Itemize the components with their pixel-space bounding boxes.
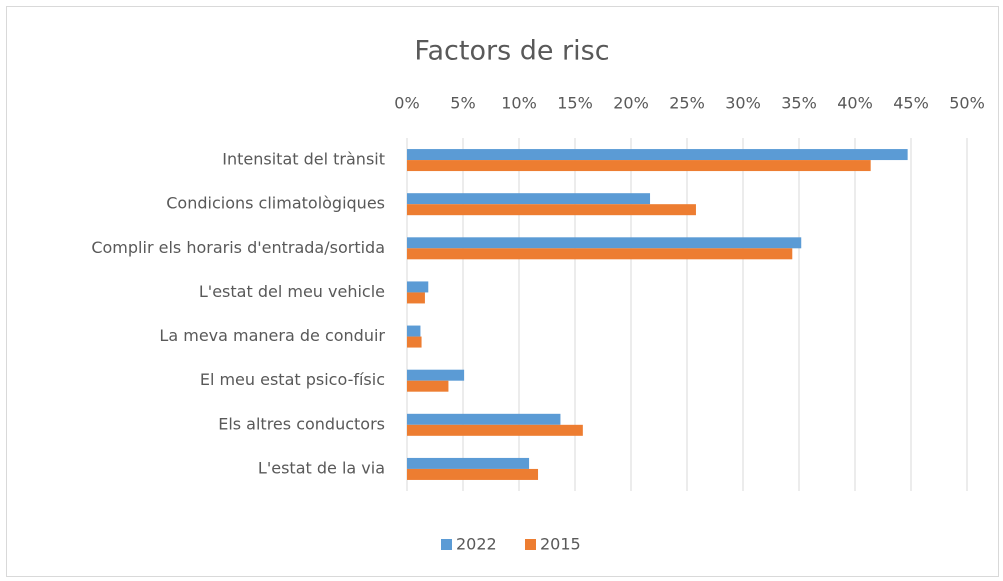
bar — [407, 424, 583, 436]
bar — [407, 369, 465, 381]
y-tick-label: La meva manera de conduir — [159, 326, 385, 345]
bar — [407, 468, 539, 480]
chart-title: Factors de risc — [414, 36, 609, 67]
bar — [407, 160, 871, 172]
x-tick-label: 25% — [669, 94, 705, 113]
bar — [407, 380, 449, 392]
x-tick-label: 15% — [557, 94, 593, 113]
x-tick-label: 10% — [501, 94, 537, 113]
bar — [407, 325, 421, 337]
chart-border — [6, 6, 999, 577]
bar — [407, 281, 429, 293]
x-tick-label: 35% — [781, 94, 817, 113]
legend-swatch — [525, 539, 536, 550]
y-tick-label: Els altres conductors — [218, 414, 385, 433]
x-tick-label: 50% — [949, 94, 985, 113]
y-tick-label: L'estat del meu vehicle — [199, 282, 385, 301]
x-tick-label: 0% — [394, 94, 419, 113]
x-tick-label: 45% — [893, 94, 929, 113]
bar — [407, 149, 908, 161]
legend-label: 2015 — [540, 535, 581, 554]
bar — [407, 413, 561, 425]
bar — [407, 248, 793, 260]
bar — [407, 237, 802, 249]
x-tick-label: 40% — [837, 94, 873, 113]
x-tick-label: 20% — [613, 94, 649, 113]
bar — [407, 193, 651, 205]
bar — [407, 204, 696, 216]
bar — [407, 292, 425, 304]
y-tick-label: El meu estat psico-físic — [200, 370, 385, 389]
bar — [407, 336, 422, 348]
x-tick-label: 5% — [450, 94, 475, 113]
y-tick-label: L'estat de la via — [258, 458, 385, 477]
bar — [407, 457, 530, 469]
x-tick-label: 30% — [725, 94, 761, 113]
legend-swatch — [441, 539, 452, 550]
y-tick-label: Intensitat del trànsit — [222, 150, 385, 169]
y-tick-label: Condicions climatològiques — [166, 194, 385, 213]
legend-label: 2022 — [456, 535, 497, 554]
y-tick-label: Complir els horaris d'entrada/sortida — [91, 238, 385, 257]
